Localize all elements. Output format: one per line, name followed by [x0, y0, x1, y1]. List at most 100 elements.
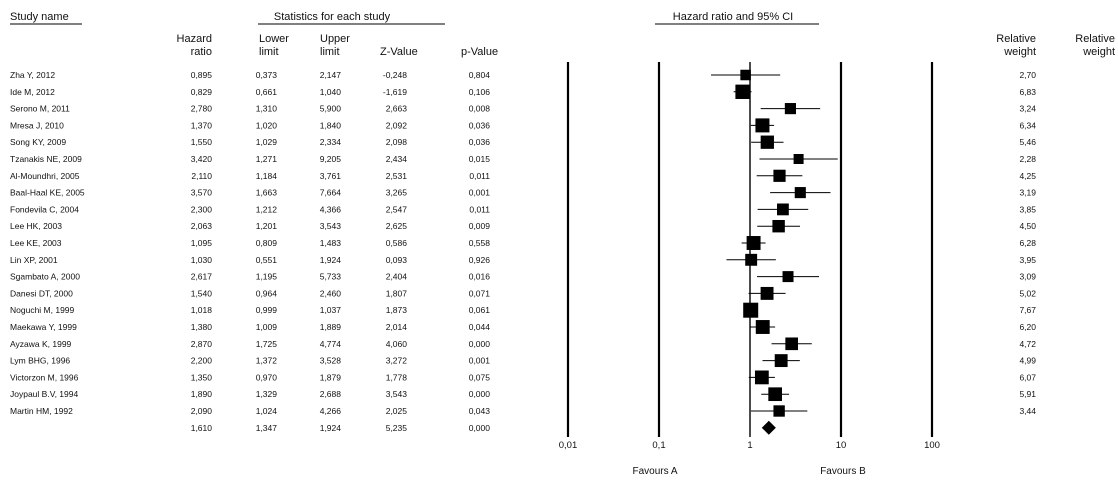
- p-value-cell: 0,926: [469, 255, 491, 265]
- favours-a-label: Favours A: [632, 466, 677, 477]
- lower-limit-cell: 0,999: [256, 305, 278, 315]
- lower-limit-cell: 1,329: [256, 389, 278, 399]
- relative-weight-cell: 7,67: [1019, 305, 1036, 315]
- x-tick-label: 0,01: [559, 440, 578, 451]
- z-value-cell: 1,807: [386, 288, 408, 298]
- p-value-cell: 0,075: [469, 372, 491, 382]
- hazard-ratio-cell: 1,350: [191, 372, 213, 382]
- p-value-cell: 0,061: [469, 305, 491, 315]
- relative-weight-cell: 3,95: [1019, 255, 1036, 265]
- x-tick-label: 1: [747, 440, 752, 451]
- upper-limit-cell: 4,266: [320, 406, 342, 416]
- header-hazard-ratio-2: ratio: [191, 46, 212, 58]
- z-value-cell: 3,272: [386, 356, 408, 366]
- hazard-ratio-marker: [768, 387, 782, 402]
- relative-weight-cell: 4,99: [1019, 356, 1036, 366]
- hazard-ratio-marker: [760, 135, 774, 149]
- p-value-cell: 0,008: [469, 104, 491, 114]
- pooled-upper-limit-cell: 1,924: [320, 423, 342, 433]
- upper-limit-cell: 1,483: [320, 238, 342, 248]
- hazard-ratio-cell: 3,570: [191, 188, 213, 198]
- relative-weight-cell: 2,70: [1019, 70, 1036, 80]
- study-name: Noguchi M, 1999: [10, 305, 75, 315]
- hazard-ratio-cell: 2,063: [191, 221, 213, 231]
- upper-limit-cell: 1,040: [320, 87, 342, 97]
- x-tick-label: 0,1: [652, 440, 665, 451]
- lower-limit-cell: 1,725: [256, 339, 278, 349]
- hazard-ratio-cell: 2,090: [191, 406, 213, 416]
- lower-limit-cell: 0,373: [256, 70, 278, 80]
- p-value-cell: 0,000: [469, 389, 491, 399]
- study-name: Danesi DT, 2000: [10, 288, 73, 298]
- hazard-ratio-cell: 1,018: [191, 305, 213, 315]
- study-name: Victorzon M, 1996: [10, 372, 79, 382]
- lower-limit-cell: 1,195: [256, 272, 278, 282]
- study-name: Mresa J, 2010: [10, 120, 64, 130]
- lower-limit-cell: 1,271: [256, 154, 278, 164]
- study-rows: Zha Y, 2012 0,895 0,373 2,147 -0,248 0,804 2,7…: [10, 70, 1036, 433]
- hazard-ratio-cell: 2,110: [191, 171, 212, 181]
- hazard-ratio-marker: [784, 103, 796, 115]
- hazard-ratio-marker: [774, 354, 788, 368]
- hazard-ratio-cell: 1,890: [191, 389, 213, 399]
- upper-limit-cell: 2,147: [320, 70, 342, 80]
- relative-weight-cell: 5,91: [1019, 389, 1036, 399]
- hazard-ratio-marker: [772, 219, 785, 233]
- z-value-cell: 2,098: [386, 137, 408, 147]
- relative-weight-cell: 6,83: [1019, 87, 1036, 97]
- header-stats-group: Statistics for each study: [274, 11, 391, 23]
- header-lower-limit-1: Lower: [259, 33, 289, 45]
- study-name: Joypaul B.V, 1994: [10, 389, 78, 399]
- lower-limit-cell: 1,020: [256, 120, 278, 130]
- upper-limit-cell: 4,366: [320, 204, 342, 214]
- hazard-ratio-marker: [754, 370, 769, 385]
- relative-weight-cell: 6,34: [1019, 120, 1036, 130]
- relative-weight-cell: 3,19: [1019, 188, 1036, 198]
- hazard-ratio-cell: 2,200: [191, 356, 213, 366]
- hazard-ratio-marker: [760, 286, 774, 300]
- study-name: Lin XP, 2001: [10, 255, 58, 265]
- lower-limit-cell: 1,024: [256, 406, 278, 416]
- hazard-ratio-cell: 1,370: [191, 120, 213, 130]
- z-value-cell: 2,404: [386, 272, 408, 282]
- p-value-cell: 0,106: [469, 87, 491, 97]
- relative-weight-cell: 4,72: [1019, 339, 1036, 349]
- p-value-cell: 0,036: [469, 120, 491, 130]
- z-value-cell: -0,248: [383, 70, 407, 80]
- hazard-ratio-cell: 1,540: [191, 288, 213, 298]
- hazard-ratio-cell: 0,895: [191, 70, 213, 80]
- hazard-ratio-marker: [743, 302, 759, 318]
- lower-limit-cell: 1,029: [256, 137, 278, 147]
- hazard-ratio-marker: [740, 69, 751, 81]
- header-z-value: Z-Value: [380, 46, 418, 58]
- p-value-cell: 0,001: [469, 188, 491, 198]
- study-name: Al-Moundhri, 2005: [10, 171, 80, 181]
- lower-limit-cell: 0,809: [256, 238, 278, 248]
- study-name: Sgambato A, 2000: [10, 272, 80, 282]
- p-value-cell: 0,558: [469, 238, 491, 248]
- hazard-ratio-cell: 2,617: [191, 272, 213, 282]
- relative-weight-cell: 6,07: [1019, 372, 1036, 382]
- p-value-cell: 0,071: [469, 288, 491, 298]
- upper-limit-cell: 4,774: [320, 339, 342, 349]
- upper-limit-cell: 2,334: [320, 137, 342, 147]
- pooled-z-value-cell: 5,235: [386, 423, 408, 433]
- p-value-cell: 0,000: [469, 339, 491, 349]
- favours-b-label: Favours B: [820, 466, 866, 477]
- header-study-name: Study name: [10, 11, 69, 23]
- upper-limit-cell: 3,761: [320, 171, 342, 181]
- lower-limit-cell: 1,009: [256, 322, 278, 332]
- plot-marks: [711, 69, 838, 435]
- hazard-ratio-cell: 1,030: [191, 255, 213, 265]
- hazard-ratio-marker: [794, 187, 806, 199]
- lower-limit-cell: 0,551: [256, 255, 278, 265]
- hazard-ratio-cell: 2,780: [191, 104, 213, 114]
- relative-weight-cell: 6,28: [1019, 238, 1036, 248]
- hazard-ratio-marker: [745, 253, 758, 266]
- upper-limit-cell: 3,528: [320, 356, 342, 366]
- p-value-cell: 0,044: [469, 322, 491, 332]
- z-value-cell: -1,619: [383, 87, 407, 97]
- z-value-cell: 2,014: [386, 322, 408, 332]
- hazard-ratio-cell: 1,095: [191, 238, 213, 248]
- header-relative-weight-1a: Relative: [996, 33, 1036, 45]
